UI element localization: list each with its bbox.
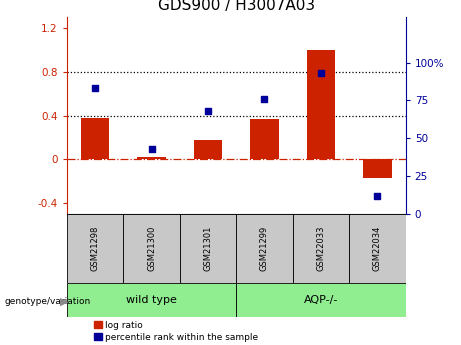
Point bbox=[204, 108, 212, 114]
Bar bbox=[293, 214, 349, 283]
Title: GDS900 / H3007A03: GDS900 / H3007A03 bbox=[158, 0, 315, 13]
Text: GSM22034: GSM22034 bbox=[373, 226, 382, 271]
Bar bbox=[67, 214, 123, 283]
Bar bbox=[123, 214, 180, 283]
Bar bbox=[81, 118, 109, 159]
Text: GSM21300: GSM21300 bbox=[147, 226, 156, 271]
Text: GSM21298: GSM21298 bbox=[90, 226, 100, 271]
Bar bbox=[137, 157, 165, 159]
Text: GSM21299: GSM21299 bbox=[260, 226, 269, 271]
Text: GSM22033: GSM22033 bbox=[316, 226, 325, 271]
Bar bbox=[250, 119, 278, 159]
Text: AQP-/-: AQP-/- bbox=[304, 295, 338, 305]
Bar bbox=[307, 50, 335, 159]
Text: genotype/variation: genotype/variation bbox=[5, 297, 91, 306]
Bar bbox=[67, 283, 236, 317]
Bar bbox=[236, 283, 406, 317]
Legend: log ratio, percentile rank within the sample: log ratio, percentile rank within the sa… bbox=[95, 321, 258, 342]
Point bbox=[148, 146, 155, 151]
Bar bbox=[363, 159, 391, 178]
Text: GSM21301: GSM21301 bbox=[203, 226, 213, 271]
Point bbox=[91, 86, 99, 91]
Bar bbox=[349, 214, 406, 283]
Point bbox=[261, 96, 268, 102]
Text: wild type: wild type bbox=[126, 295, 177, 305]
Bar bbox=[236, 214, 293, 283]
Point bbox=[317, 70, 325, 76]
Bar bbox=[180, 214, 236, 283]
Text: ▶: ▶ bbox=[60, 297, 68, 307]
Point bbox=[374, 193, 381, 198]
Bar bbox=[194, 140, 222, 159]
